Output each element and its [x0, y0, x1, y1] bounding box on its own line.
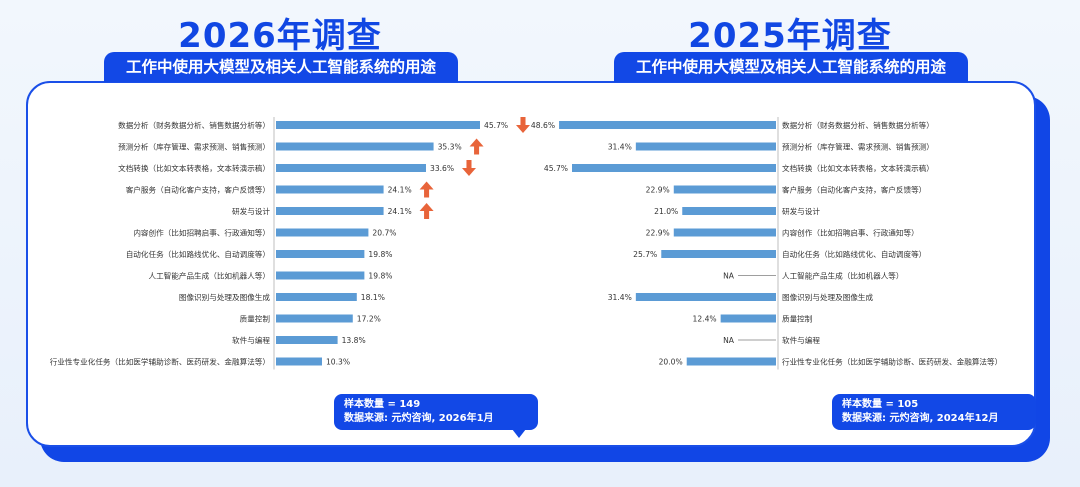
- right-value-label-8: 31.4%: [608, 293, 632, 302]
- left-value-label-1: 35.3%: [438, 143, 462, 152]
- left-value-label-9: 17.2%: [357, 315, 381, 324]
- left-subtitle: 工作中使用大模型及相关人工智能系统的用途: [104, 52, 458, 82]
- left-category-label-5: 内容创作（比如招聘启事、行政通知等）: [133, 228, 270, 238]
- right-bar-4: [682, 207, 776, 215]
- right-bar-1: [635, 142, 776, 151]
- right-value-label-10: NA: [723, 336, 735, 345]
- left-value-label-7: 19.8%: [368, 272, 392, 281]
- right-category-label-1: 预测分析（库存管理、需求预测、销售预测）: [782, 142, 934, 152]
- right-category-label-3: 客户服务（自动化客户支持，客户反馈等）: [782, 185, 926, 195]
- left-trend-up-icon-3: [419, 181, 434, 198]
- right-category-label-0: 数据分析（财务数据分析、销售数据分析等）: [782, 120, 934, 130]
- left-category-label-9: 质量控制: [240, 314, 271, 324]
- left-trend-down-icon-0: [516, 117, 530, 133]
- right-bar-9: [720, 314, 776, 323]
- left-value-label-5: 20.7%: [372, 229, 396, 238]
- left-value-label-11: 10.3%: [326, 358, 350, 367]
- right-category-label-7: 人工智能产品生成（比如机器人等）: [782, 271, 904, 281]
- right-category-label-6: 自动化任务（比如路线优化、自动调度等）: [782, 249, 926, 259]
- right-category-label-2: 文档转换（比如文本转表格，文本转演示稿）: [782, 163, 934, 173]
- left-value-label-10: 13.8%: [342, 336, 366, 345]
- right-bar-3: [673, 185, 776, 194]
- left-bar-7: [276, 271, 365, 280]
- right-category-label-5: 内容创作（比如招聘启事、行政通知等）: [782, 228, 919, 238]
- right-year-title: 2025年调查: [688, 16, 892, 56]
- left-value-label-3: 24.1%: [388, 186, 412, 195]
- left-value-label-8: 18.1%: [361, 293, 385, 302]
- right-subtitle: 工作中使用大模型及相关人工智能系统的用途: [614, 52, 968, 82]
- chart-panel: [26, 81, 1036, 447]
- right-value-label-0: 48.6%: [531, 121, 555, 130]
- right-value-label-11: 20.0%: [659, 358, 683, 367]
- left-bar-10: [276, 336, 338, 344]
- right-bar-2: [572, 164, 776, 172]
- left-bar-0: [276, 121, 480, 129]
- left-bar-3: [276, 185, 384, 194]
- left-bar-11: [276, 357, 322, 366]
- left-note: 样本数量 = 149 数据来源: 元灼咨询, 2026年1月: [334, 394, 538, 430]
- right-value-label-5: 22.9%: [646, 229, 670, 238]
- right-category-label-4: 研发与设计: [782, 206, 820, 216]
- left-year-title: 2026年调查: [178, 16, 382, 56]
- left-category-label-1: 预测分析（库存管理、需求预测、销售预测）: [118, 142, 270, 152]
- right-category-label-9: 质量控制: [782, 314, 813, 324]
- left-note-tail: [512, 429, 526, 438]
- left-category-label-4: 研发与设计: [232, 206, 270, 216]
- left-bar-1: [276, 142, 434, 151]
- right-value-label-1: 31.4%: [608, 143, 632, 152]
- left-bar-9: [276, 314, 353, 323]
- right-bar-11: [686, 357, 776, 366]
- right-note-source: 数据来源: 元灼咨询, 2024年12月: [842, 413, 999, 424]
- right-category-label-10: 软件与编程: [782, 335, 820, 345]
- left-trend-up-icon-1: [469, 138, 484, 155]
- right-note: 样本数量 = 105 数据来源: 元灼咨询, 2024年12月: [832, 394, 1036, 430]
- left-bar-4: [276, 207, 384, 215]
- right-bar-6: [661, 250, 776, 258]
- left-category-label-3: 客户服务（自动化客户支持，客户反馈等）: [126, 185, 270, 195]
- left-category-label-8: 图像识别与处理及图像生成: [179, 292, 271, 302]
- right-bar-0: [559, 121, 776, 129]
- left-category-label-0: 数据分析（财务数据分析、销售数据分析等）: [118, 120, 270, 130]
- right-bar-8: [635, 293, 776, 301]
- left-value-label-0: 45.7%: [484, 121, 508, 130]
- left-category-label-11: 行业性专业化任务（比如医学辅助诊断、医药研发、金融算法等）: [50, 357, 270, 367]
- left-value-label-4: 24.1%: [388, 207, 412, 216]
- left-category-label-7: 人工智能产品生成（比如机器人等）: [149, 271, 271, 281]
- left-note-source: 数据来源: 元灼咨询, 2026年1月: [344, 413, 494, 424]
- left-category-label-10: 软件与编程: [232, 335, 270, 345]
- right-value-label-3: 22.9%: [646, 186, 670, 195]
- left-trend-down-icon-2: [461, 160, 476, 176]
- left-bar-8: [276, 293, 357, 301]
- left-trend-up-icon-4: [419, 203, 434, 219]
- right-note-count: 样本数量 = 105: [842, 399, 919, 410]
- left-category-label-6: 自动化任务（比如路线优化、自动调度等）: [126, 249, 270, 259]
- left-value-label-6: 19.8%: [368, 250, 392, 259]
- right-value-label-6: 25.7%: [633, 250, 657, 259]
- right-value-label-9: 12.4%: [693, 315, 717, 324]
- left-bar-6: [276, 250, 365, 258]
- left-value-label-2: 33.6%: [430, 164, 454, 173]
- left-note-count: 样本数量 = 149: [344, 399, 421, 410]
- left-bar-2: [276, 164, 426, 172]
- right-value-label-7: NA: [723, 272, 735, 281]
- right-value-label-4: 21.0%: [654, 207, 678, 216]
- left-category-label-2: 文档转换（比如文本转表格，文本转演示稿）: [118, 163, 270, 173]
- right-category-label-8: 图像识别与处理及图像生成: [782, 292, 874, 302]
- right-value-label-2: 45.7%: [544, 164, 568, 173]
- right-bar-5: [673, 228, 776, 237]
- right-category-label-11: 行业性专业化任务（比如医学辅助诊断、医药研发、金融算法等）: [782, 357, 1002, 367]
- left-bar-5: [276, 228, 369, 237]
